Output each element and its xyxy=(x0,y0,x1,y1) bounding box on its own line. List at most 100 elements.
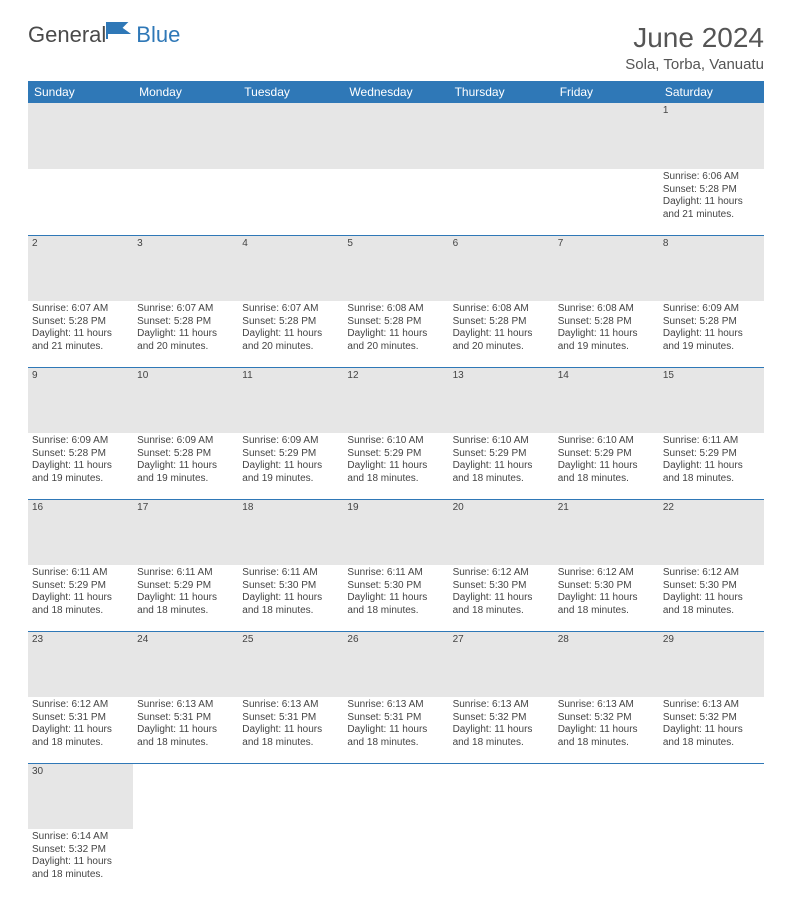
daylight-line-2: and 18 minutes. xyxy=(347,737,444,750)
daylight-line-2: and 19 minutes. xyxy=(137,473,234,486)
day-detail-cell xyxy=(133,829,238,895)
sunrise-line: Sunrise: 6:07 AM xyxy=(137,303,234,316)
daylight-line: Daylight: 11 hours xyxy=(32,592,129,605)
sunrise-line: Sunrise: 6:13 AM xyxy=(347,699,444,712)
sunset-line: Sunset: 5:29 PM xyxy=(137,580,234,593)
weekday-header: Saturday xyxy=(659,81,764,103)
daylight-line-2: and 19 minutes. xyxy=(663,341,760,354)
daylight-line-2: and 19 minutes. xyxy=(32,473,129,486)
day-detail-cell: Sunrise: 6:13 AMSunset: 5:32 PMDaylight:… xyxy=(659,697,764,763)
daylight-line: Daylight: 11 hours xyxy=(137,460,234,473)
sunset-line: Sunset: 5:31 PM xyxy=(347,712,444,725)
day-detail-cell xyxy=(133,169,238,235)
day-detail-cell: Sunrise: 6:09 AMSunset: 5:28 PMDaylight:… xyxy=(133,433,238,499)
day-number-row: 2345678 xyxy=(28,235,764,301)
page-header: General Blue June 2024 Sola, Torba, Vanu… xyxy=(28,22,764,73)
day-detail-cell xyxy=(343,169,448,235)
day-detail-cell: Sunrise: 6:09 AMSunset: 5:28 PMDaylight:… xyxy=(28,433,133,499)
sunset-line: Sunset: 5:30 PM xyxy=(347,580,444,593)
day-detail-row: Sunrise: 6:07 AM Sunset: 5:28 PM Daylight:… xyxy=(28,301,764,367)
sunrise-line: Sunrise: 6:08 AM xyxy=(558,303,655,316)
day-detail-cell: Sunrise: 6:13 AMSunset: 5:31 PMDaylight:… xyxy=(133,697,238,763)
sunset-line: Sunset: 5:31 PM xyxy=(242,712,339,725)
daylight-line: Daylight: 11 hours xyxy=(347,460,444,473)
sunset-line: Sunset: 5:28 PM xyxy=(137,448,234,461)
day-number-cell: 27 xyxy=(449,631,554,697)
day-detail-cell: Sunrise: 6:12 AMSunset: 5:31 PMDaylight:… xyxy=(28,697,133,763)
day-number-cell: 10 xyxy=(133,367,238,433)
sunrise-line: Sunrise: 6:09 AM xyxy=(137,435,234,448)
day-detail-row: Sunrise: 6:06 AMSunset: 5:28 PMDaylight:… xyxy=(28,169,764,235)
day-number-cell xyxy=(343,103,448,169)
weekday-header: Sunday xyxy=(28,81,133,103)
daylight-line-2: and 18 minutes. xyxy=(32,737,129,750)
daylight-line-2: and 20 minutes. xyxy=(347,341,444,354)
weekday-header: Friday xyxy=(554,81,659,103)
calendar-page: General Blue June 2024 Sola, Torba, Vanu… xyxy=(0,0,792,905)
day-number-cell xyxy=(133,763,238,829)
day-detail-cell: Sunrise: 6:13 AMSunset: 5:31 PMDaylight:… xyxy=(238,697,343,763)
day-detail-row: Sunrise: 6:12 AMSunset: 5:31 PMDaylight:… xyxy=(28,697,764,763)
sunrise-line: Sunrise: 6:09 AM xyxy=(242,435,339,448)
day-detail-cell: Sunrise: 6:07 AMSunset: 5:28 PMDaylight:… xyxy=(238,301,343,367)
day-detail-cell xyxy=(554,169,659,235)
brand-part2: Blue xyxy=(136,22,180,48)
daylight-line: Daylight: 11 hours xyxy=(347,724,444,737)
sunset-line: Sunset: 5:29 PM xyxy=(663,448,760,461)
daylight-line: Daylight: 11 hours xyxy=(453,328,550,341)
day-number-row: 16171819202122 xyxy=(28,499,764,565)
day-detail-cell xyxy=(28,169,133,235)
daylight-line: Daylight: 11 hours xyxy=(558,724,655,737)
daylight-line-2: and 21 minutes. xyxy=(663,209,760,222)
daylight-line: Daylight: 11 hours xyxy=(453,460,550,473)
flag-icon xyxy=(106,21,132,41)
day-detail-cell: Sunrise: 6:10 AMSunset: 5:29 PMDaylight:… xyxy=(449,433,554,499)
day-detail-row: Sunrise: 6:14 AMSunset: 5:32 PMDaylight:… xyxy=(28,829,764,895)
sunset-line: Sunset: 5:28 PM xyxy=(663,184,760,197)
sunrise-line: Sunrise: 6:13 AM xyxy=(663,699,760,712)
day-number-cell: 26 xyxy=(343,631,448,697)
day-detail-cell: Sunrise: 6:11 AMSunset: 5:30 PMDaylight:… xyxy=(343,565,448,631)
day-number-cell: 20 xyxy=(449,499,554,565)
day-number-cell: 28 xyxy=(554,631,659,697)
day-detail-cell: Sunrise: 6:14 AMSunset: 5:32 PMDaylight:… xyxy=(28,829,133,895)
daylight-line: Daylight: 11 hours xyxy=(663,592,760,605)
day-detail-row: Sunrise: 6:09 AMSunset: 5:28 PMDaylight:… xyxy=(28,433,764,499)
daylight-line-2: and 18 minutes. xyxy=(347,605,444,618)
day-number-cell: 8 xyxy=(659,235,764,301)
day-number-cell: 5 xyxy=(343,235,448,301)
title-block: June 2024 Sola, Torba, Vanuatu xyxy=(625,22,764,73)
sunset-line: Sunset: 5:28 PM xyxy=(663,316,760,329)
sunrise-line: Sunrise: 6:11 AM xyxy=(137,567,234,580)
sunrise-line: Sunrise: 6:10 AM xyxy=(558,435,655,448)
weekday-header: Tuesday xyxy=(238,81,343,103)
day-number-cell: 1 xyxy=(659,103,764,169)
day-number-cell: 19 xyxy=(343,499,448,565)
day-number-row: 30 xyxy=(28,763,764,829)
calendar-table: Sunday Monday Tuesday Wednesday Thursday… xyxy=(28,81,764,895)
day-number-cell: 21 xyxy=(554,499,659,565)
sunset-line: Sunset: 5:30 PM xyxy=(558,580,655,593)
day-detail-cell: Sunrise: 6:10 AMSunset: 5:29 PMDaylight:… xyxy=(343,433,448,499)
daylight-line: Daylight: 11 hours xyxy=(347,328,444,341)
day-detail-cell: Sunrise: 6:09 AMSunset: 5:28 PMDaylight:… xyxy=(659,301,764,367)
daylight-line: Daylight: 11 hours xyxy=(663,724,760,737)
weekday-header: Thursday xyxy=(449,81,554,103)
day-detail-cell: Sunrise: 6:08 AMSunset: 5:28 PMDaylight:… xyxy=(449,301,554,367)
day-number-cell: 6 xyxy=(449,235,554,301)
day-number-cell xyxy=(554,763,659,829)
sunset-line: Sunset: 5:29 PM xyxy=(347,448,444,461)
day-number-cell: 9 xyxy=(28,367,133,433)
day-detail-cell: Sunrise: 6:08 AMSunset: 5:28 PMDaylight:… xyxy=(554,301,659,367)
sunrise-line: Sunrise: 6:08 AM xyxy=(453,303,550,316)
day-detail-cell: Sunrise: 6:12 AMSunset: 5:30 PMDaylight:… xyxy=(449,565,554,631)
brand-part1: General xyxy=(28,22,106,48)
sunrise-line: Sunrise: 6:07 AM xyxy=(242,303,339,316)
day-number-cell xyxy=(554,103,659,169)
daylight-line: Daylight: 11 hours xyxy=(32,724,129,737)
day-detail-cell: Sunrise: 6:09 AMSunset: 5:29 PMDaylight:… xyxy=(238,433,343,499)
sunset-line: Sunset: 5:30 PM xyxy=(453,580,550,593)
daylight-line: Daylight: 11 hours xyxy=(558,328,655,341)
day-detail-cell xyxy=(659,829,764,895)
day-detail-cell: Sunrise: 6:06 AMSunset: 5:28 PMDaylight:… xyxy=(659,169,764,235)
